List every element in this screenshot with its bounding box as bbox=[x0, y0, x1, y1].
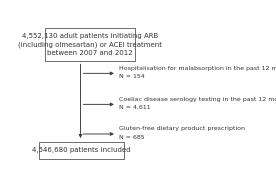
Text: N = 154: N = 154 bbox=[120, 74, 145, 79]
Text: Hospitalisation for malabsorption in the past 12 months: Hospitalisation for malabsorption in the… bbox=[120, 66, 276, 71]
Text: 4,546,680 patients included: 4,546,680 patients included bbox=[32, 147, 131, 153]
Bar bbox=[45, 28, 135, 61]
Bar bbox=[39, 142, 124, 159]
Text: Gluten-free dietary product prescription: Gluten-free dietary product prescription bbox=[120, 126, 245, 131]
Text: N = 4,611: N = 4,611 bbox=[120, 105, 151, 110]
Text: N = 685: N = 685 bbox=[120, 135, 145, 140]
Text: Coeliac disease serology testing in the past 12 months: Coeliac disease serology testing in the … bbox=[120, 97, 276, 102]
Text: 4,552,130 adult patients initiating ARB
(including olmesartan) or ACEI treatment: 4,552,130 adult patients initiating ARB … bbox=[18, 33, 162, 56]
